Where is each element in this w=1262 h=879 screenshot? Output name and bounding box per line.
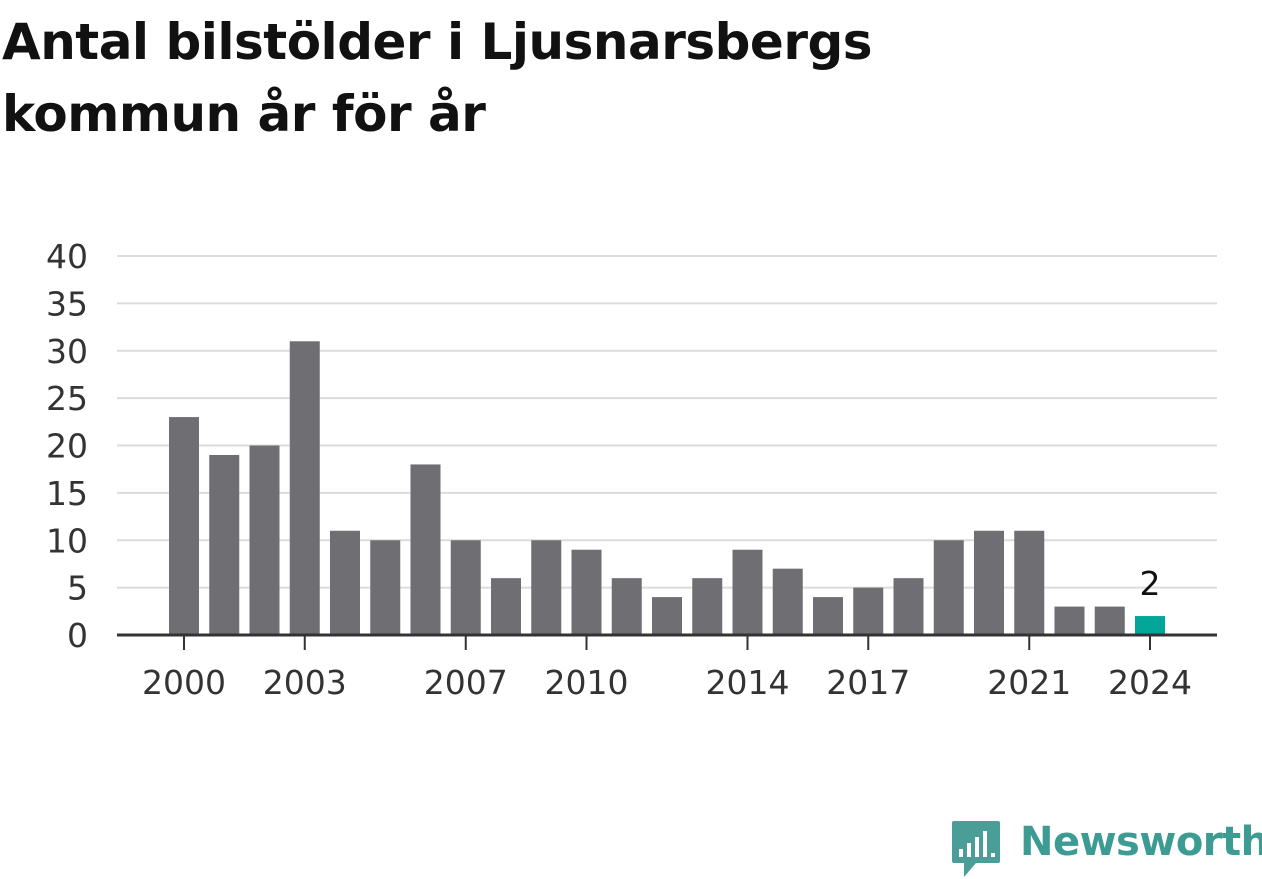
y-tick-label: 15 [46,474,88,513]
bar-2014 [732,549,763,635]
x-tick-label: 2014 [706,663,790,702]
bar-2005 [370,540,401,635]
bar-2006 [410,464,441,635]
gridlines [117,255,1217,589]
data-label-highlight: 2 [1140,564,1161,603]
bar-2023 [1094,606,1125,635]
bar-2007 [450,540,481,635]
newsworthy-logo-icon [952,821,1000,877]
chart-title: Antal bilstölder i Ljusnarsbergs kommun … [2,13,873,143]
bar-2021 [1014,530,1045,635]
y-tick-label: 40 [46,237,88,276]
bar-2004 [330,530,360,635]
y-tick-label: 25 [46,379,88,418]
x-tick-label: 2003 [263,663,347,702]
x-tick-label: 2021 [987,663,1071,702]
bar-2020 [974,530,1004,635]
x-tick-label: 2017 [826,663,910,702]
x-tick-label: 2007 [424,663,508,702]
bar-2010 [571,549,602,635]
x-axis [117,633,1217,650]
bar-2008 [491,578,521,635]
bar-2013 [692,578,723,635]
bar-2017 [853,587,884,635]
x-tick-label: 2000 [142,663,226,702]
bar-2024 [1135,616,1165,635]
y-tick-label: 0 [67,616,88,655]
y-tick-label: 5 [67,569,88,608]
y-tick-label: 20 [46,427,88,466]
y-tick-label: 35 [46,284,88,323]
bar-2016 [813,597,843,635]
bar-2022 [1054,606,1085,635]
bar-2003 [289,341,320,635]
bar-2009 [531,540,562,635]
brand-name: Newsworthy [1020,819,1262,865]
bar-2019 [933,540,964,635]
y-tick-label: 30 [46,332,88,371]
bar-2015 [772,568,803,635]
bar-2012 [652,597,682,635]
annotations: 2 [1140,564,1161,603]
bar-2002 [249,445,280,635]
bar-2011 [611,578,642,635]
x-tick-label: 2010 [545,663,629,702]
x-tick-label: 2024 [1108,663,1192,702]
bar-2001 [209,454,240,635]
bar-2000 [169,417,199,635]
bars [169,341,1165,635]
y-axis-labels: 0 5 10 15 20 25 30 35 40 [46,237,88,655]
x-axis-labels: 2000 2003 2007 2010 2014 2017 2021 2024 [142,663,1192,702]
y-tick-label: 10 [46,521,88,560]
bar-2018 [893,578,924,635]
